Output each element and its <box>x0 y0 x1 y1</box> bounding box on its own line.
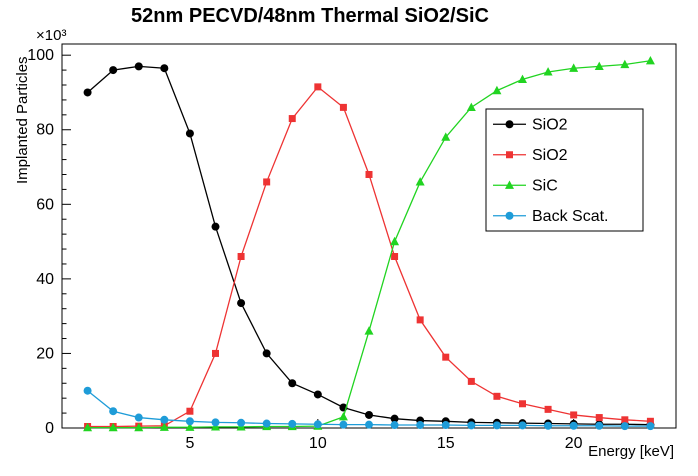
series-marker-1 <box>186 407 194 415</box>
series-marker-3 <box>83 386 92 395</box>
y-tick-label: 80 <box>36 122 54 139</box>
series-marker-2 <box>543 67 553 76</box>
legend-entry-label: SiO2 <box>532 147 568 164</box>
series-marker-3 <box>467 421 476 430</box>
series-marker-3 <box>518 421 527 430</box>
series-marker-0 <box>365 410 373 419</box>
series-marker-1 <box>493 392 501 400</box>
x-tick-label: 10 <box>309 435 327 452</box>
series-marker-0 <box>83 88 92 97</box>
series-marker-0 <box>288 379 297 388</box>
series-marker-1 <box>263 178 271 186</box>
legend-entry-label: SiC <box>532 177 558 194</box>
chart-title: 52nm PECVD/48nm Thermal SiO2/SiC <box>131 5 489 27</box>
series-marker-3 <box>365 420 373 429</box>
series-marker-1 <box>570 411 578 419</box>
series-marker-0 <box>313 390 322 399</box>
series-marker-3 <box>620 422 629 431</box>
series-marker-2 <box>390 236 400 246</box>
series-marker-2 <box>185 422 195 431</box>
x-tick-label: 5 <box>185 435 194 452</box>
series-marker-2 <box>569 63 579 72</box>
series-marker-1 <box>416 316 424 324</box>
series-marker-2 <box>338 412 348 421</box>
y-tick-label: 20 <box>36 345 54 362</box>
series-marker-3 <box>646 422 655 431</box>
legend-entry-marker <box>505 180 514 189</box>
series-marker-2 <box>620 59 630 69</box>
series-marker-3 <box>160 415 169 424</box>
legend-entry-label: SiO2 <box>532 116 568 133</box>
series-marker-1 <box>442 353 450 361</box>
x-tick-label: 15 <box>437 435 455 452</box>
series-marker-3 <box>416 421 425 430</box>
series-marker-2 <box>594 61 604 70</box>
legend-entry-marker <box>505 211 514 220</box>
series-marker-3 <box>339 420 348 429</box>
y-tick-label: 40 <box>36 271 54 288</box>
series-marker-1 <box>467 377 475 385</box>
series-marker-3 <box>390 421 399 430</box>
series-marker-2 <box>492 85 502 95</box>
series-marker-1 <box>646 417 654 425</box>
series-marker-3 <box>441 421 450 430</box>
series-marker-0 <box>185 129 194 138</box>
series-marker-1 <box>519 400 526 408</box>
series-marker-1 <box>391 253 399 261</box>
series-marker-3 <box>185 417 194 426</box>
series-marker-3 <box>492 421 501 430</box>
series-marker-1 <box>212 349 219 357</box>
series-marker-3 <box>262 419 271 428</box>
series-marker-0 <box>390 414 399 423</box>
series-marker-3 <box>109 407 118 416</box>
series-marker-2 <box>518 74 527 84</box>
series-marker-3 <box>595 421 604 430</box>
series-marker-1 <box>595 414 603 422</box>
series-marker-2 <box>134 422 144 432</box>
series-marker-3 <box>569 421 578 430</box>
series-marker-1 <box>544 405 552 413</box>
series-marker-2 <box>466 102 476 111</box>
legend-box <box>485 108 644 232</box>
series-marker-2 <box>364 326 374 335</box>
series-marker-3 <box>134 413 143 422</box>
series-marker-3 <box>237 418 246 427</box>
series-marker-1 <box>621 416 629 424</box>
y-tick-label: 60 <box>36 196 54 213</box>
series-marker-2 <box>645 55 655 65</box>
series-marker-0 <box>109 66 118 75</box>
x-axis-title: Energy [keV] <box>588 443 674 460</box>
series-marker-2 <box>441 132 451 141</box>
series-marker-3 <box>313 420 322 429</box>
series-marker-1 <box>365 170 373 178</box>
y-tick-label: 100 <box>27 47 54 64</box>
series-marker-1 <box>339 103 347 111</box>
series-marker-0 <box>262 349 271 358</box>
series-marker-1 <box>314 83 322 91</box>
series-marker-0 <box>211 222 220 231</box>
series-marker-2 <box>83 422 93 432</box>
legend-entry-marker <box>506 151 513 159</box>
series-marker-1 <box>288 115 296 123</box>
series-marker-0 <box>134 62 143 71</box>
plot-frame <box>61 43 677 429</box>
series-marker-0 <box>160 64 169 73</box>
legend-entry-marker <box>505 120 514 129</box>
series-marker-2 <box>159 422 169 431</box>
series-marker-2 <box>415 177 425 186</box>
series-marker-0 <box>237 299 246 308</box>
series-marker-2 <box>108 422 118 432</box>
series-marker-3 <box>544 421 553 430</box>
series-marker-3 <box>211 418 220 427</box>
y-axis-scale-label: ×10³ <box>36 27 67 44</box>
legend-entry-label: Back Scat. <box>532 208 608 225</box>
x-tick-label: 20 <box>565 435 583 452</box>
series-marker-1 <box>237 253 245 261</box>
y-tick-label: 0 <box>45 420 54 437</box>
series-marker-3 <box>288 419 297 428</box>
